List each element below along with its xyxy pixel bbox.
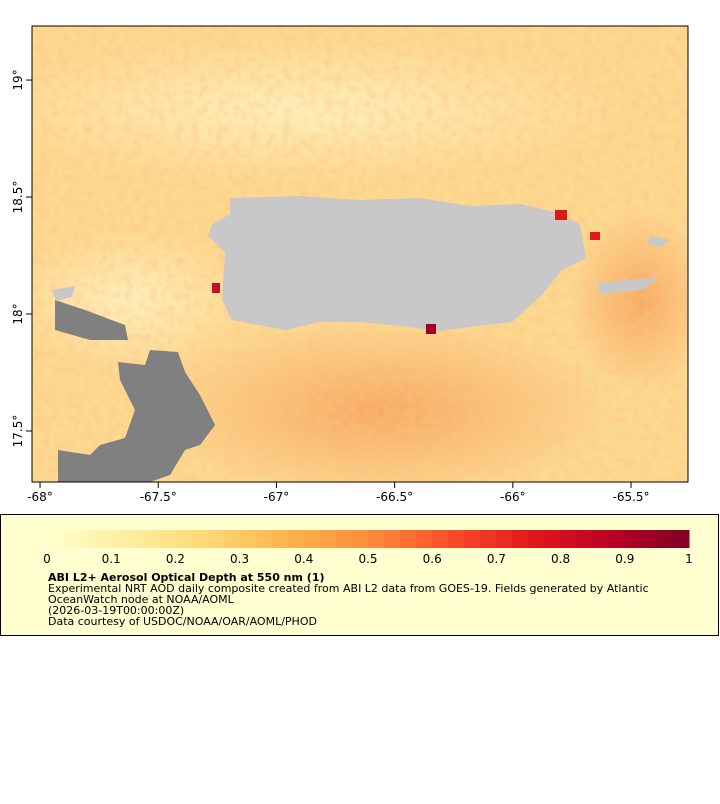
colorbar-tick-label: 0.3 [230,552,249,566]
colorbar-step [95,530,112,548]
colorbar-step [640,530,658,548]
hotspot [590,232,600,240]
x-tick-label: -67° [264,490,290,504]
axes: -68° -67.5° -67° -66.5° -66° -65.5° 17.5° 18° 18… [11,69,650,504]
y-tick-label: 19° [11,69,25,90]
colorbar-step [303,530,321,548]
colorbar-step [351,530,369,548]
colorbar-step [111,530,128,548]
colorbar-step [191,530,208,548]
colorbar-step [432,530,449,548]
colorbar-step [368,530,385,548]
colorbar-step [560,530,578,548]
colorbar-tick-label: 0.2 [166,552,185,566]
legend-line: (2026-03-19T00:00:00Z) [48,604,184,617]
colorbar-step [544,530,562,548]
x-tick-label: -67.5° [140,490,177,504]
no-data-land [55,300,128,340]
colorbar-step [223,530,241,548]
colorbar-step [79,530,96,548]
colorbar-tick-label: 0.4 [294,552,313,566]
colorbar-tick-label: 0.6 [423,552,442,566]
colorbar-step [143,530,160,548]
colorbar-step [416,530,433,548]
colorbar-step [207,530,225,548]
colorbar-step [592,530,610,548]
colorbar-step [656,530,674,548]
hotspot [212,283,220,293]
legend-title: ABI L2+ Aerosol Optical Depth at 550 nm … [48,571,325,584]
puerto-rico [208,196,586,331]
colorbar-step [47,530,64,548]
colorbar-tick-label: 0.9 [615,552,634,566]
colorbar-step [63,530,80,548]
colorbar-step [175,530,192,548]
map-field [32,26,688,482]
colorbar-tick-label: 0.1 [102,552,121,566]
culebra [648,236,670,247]
colorbar-step [271,530,289,548]
colorbar-step [496,530,513,548]
colorbar-step [400,530,417,548]
legend-line: Data courtesy of USDOC/NOAA/OAR/AOML/PHO… [48,615,317,628]
colorbar-step [255,530,273,548]
colorbar-step [512,530,529,548]
x-tick-label: -66.5° [376,490,413,504]
colorbar-step [528,530,546,548]
colorbar-tick-label: 0.5 [358,552,377,566]
colorbar-tick-label: 1 [685,552,693,566]
colorbar-step [384,530,401,548]
y-tick-label: 18° [11,303,25,324]
colorbar-step [319,530,337,548]
colorbar: 0 0.1 0.2 0.3 0.4 0.5 0.6 0.7 0.8 0.9 1 [43,530,693,566]
colorbar-step [624,530,642,548]
colorbar-step [672,530,690,548]
colorbar-tick-label: 0.7 [487,552,506,566]
colorbar-step [480,530,497,548]
legend-line: OceanWatch node at NOAA/AOML [48,593,235,606]
x-tick-label: -65.5° [612,490,649,504]
colorbar-step [576,530,594,548]
no-data-land [58,350,215,482]
colorbar-step [448,530,465,548]
vieques [597,277,660,294]
colorbar-step [608,530,626,548]
legend-line: Experimental NRT AOD daily composite cre… [48,582,649,595]
colorbar-step [464,530,481,548]
colorbar-step [239,530,257,548]
map-frame [31,25,689,483]
hotspot [426,324,436,334]
x-tick-label: -68° [27,490,53,504]
colorbar-tick-label: 0 [43,552,51,566]
y-tick-label: 18.5° [11,181,25,214]
hotspot [555,210,567,220]
colorbar-step [127,530,144,548]
colorbar-tick-label: 0.8 [551,552,570,566]
colorbar-step [335,530,353,548]
colorbar-step [287,530,305,548]
y-tick-label: 17.5° [11,415,25,448]
colorbar-step [159,530,176,548]
island [52,286,75,301]
x-tick-label: -66° [500,490,526,504]
